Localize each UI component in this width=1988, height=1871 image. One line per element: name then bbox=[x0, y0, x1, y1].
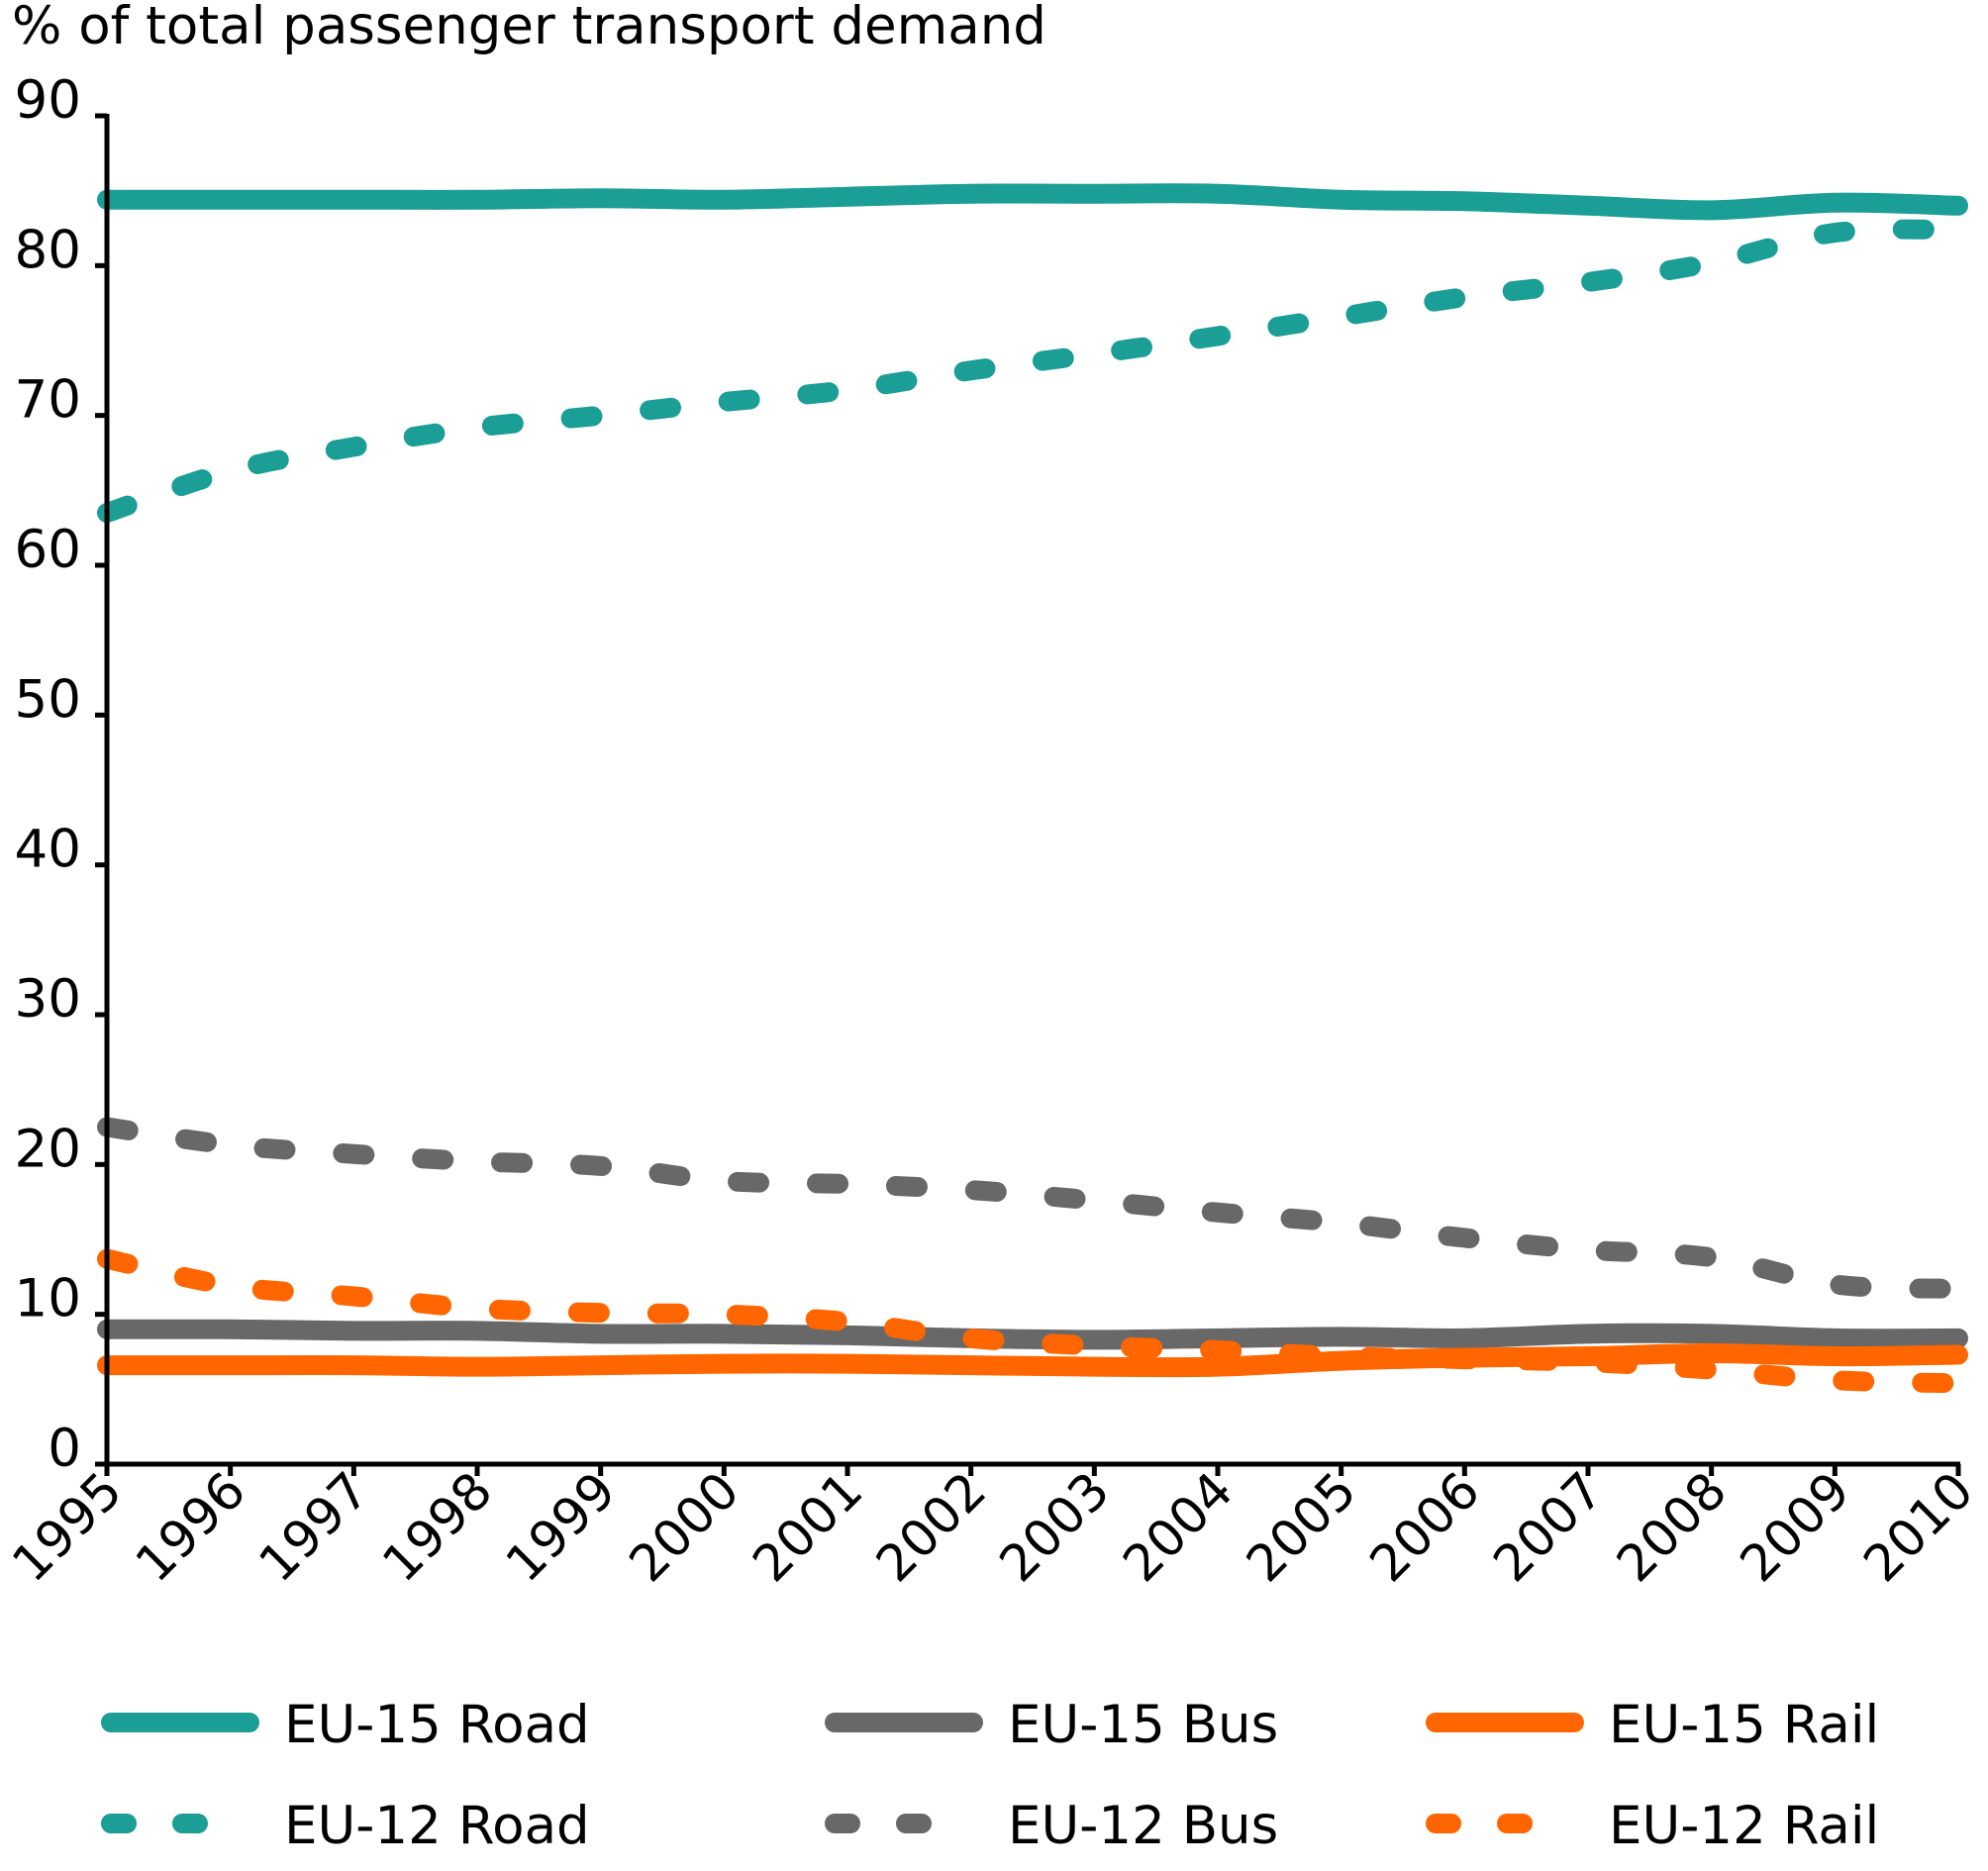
x-tick-label: 2007 bbox=[1483, 1461, 1615, 1593]
legend-item-eu-12-rail: EU-12 Rail bbox=[1426, 1796, 1879, 1856]
series-line-eu-15-road bbox=[97, 183, 1968, 221]
legend-label: EU-15 Bus bbox=[1008, 1695, 1278, 1755]
x-tick-label: 1999 bbox=[495, 1461, 627, 1593]
y-tick-label: 50 bbox=[15, 669, 81, 730]
legend-label: EU-12 Rail bbox=[1609, 1796, 1879, 1856]
x-tick-label: 2010 bbox=[1853, 1461, 1985, 1593]
y-axis: 0 10 20 30 40 50 60 70 80 90 bbox=[15, 70, 107, 1479]
y-tick-label: 40 bbox=[15, 820, 81, 880]
series-line-eu-15-bus bbox=[97, 1319, 1968, 1350]
legend-item-eu-15-bus: EU-15 Bus bbox=[825, 1695, 1278, 1755]
x-tick-label: 2004 bbox=[1113, 1461, 1244, 1593]
x-tick-label: 2008 bbox=[1606, 1461, 1738, 1593]
series-line-eu-12-bus bbox=[97, 1117, 1968, 1299]
legend-item-eu-15-road: EU-15 Road bbox=[101, 1695, 590, 1755]
y-tick-label: 80 bbox=[15, 220, 81, 280]
x-tick-label: 2009 bbox=[1730, 1461, 1861, 1593]
y-tick-label: 20 bbox=[15, 1119, 81, 1179]
x-tick-label: 1997 bbox=[248, 1461, 380, 1593]
x-tick-label: 2003 bbox=[989, 1461, 1121, 1593]
x-tick-label: 2002 bbox=[865, 1461, 997, 1593]
y-tick-label: 70 bbox=[15, 370, 81, 431]
chart-title: % of total passenger transport demand bbox=[12, 0, 1046, 56]
series-line-eu-12-road bbox=[97, 219, 1968, 524]
x-tick-label: 2006 bbox=[1359, 1461, 1491, 1593]
x-tick-label: 1998 bbox=[372, 1461, 504, 1593]
x-tick-label: 1996 bbox=[125, 1461, 256, 1593]
legend-label: EU-12 Road bbox=[284, 1796, 590, 1856]
x-tick-label: 2000 bbox=[619, 1461, 750, 1593]
series-line-eu-15-rail bbox=[97, 1343, 1968, 1378]
legend-item-eu-12-road: EU-12 Road bbox=[101, 1796, 590, 1856]
y-tick-label: 90 bbox=[15, 70, 81, 131]
axis-lines bbox=[104, 114, 1960, 1467]
y-tick-label: 60 bbox=[15, 520, 81, 580]
series-line-eu-12-rail bbox=[97, 1248, 1968, 1394]
series-layer bbox=[97, 183, 1968, 1394]
legend: EU-15 Road EU-15 Bus EU-15 Rail EU-12 Road E… bbox=[101, 1695, 1879, 1856]
legend-label: EU-12 Bus bbox=[1008, 1796, 1278, 1856]
x-tick-label: 2005 bbox=[1236, 1461, 1367, 1593]
y-tick-label: 0 bbox=[48, 1419, 81, 1479]
x-tick-label: 1995 bbox=[2, 1461, 134, 1593]
legend-item-eu-12-bus: EU-12 Bus bbox=[825, 1796, 1278, 1856]
legend-item-eu-15-rail: EU-15 Rail bbox=[1426, 1695, 1879, 1755]
x-tick-label: 2001 bbox=[743, 1461, 874, 1593]
legend-label: EU-15 Rail bbox=[1609, 1695, 1879, 1755]
y-tick-label: 10 bbox=[15, 1269, 81, 1329]
x-axis: 1995199619971998199920002001200220032004… bbox=[2, 1461, 1985, 1593]
y-tick-label: 30 bbox=[15, 969, 81, 1030]
legend-label: EU-15 Road bbox=[284, 1695, 590, 1755]
